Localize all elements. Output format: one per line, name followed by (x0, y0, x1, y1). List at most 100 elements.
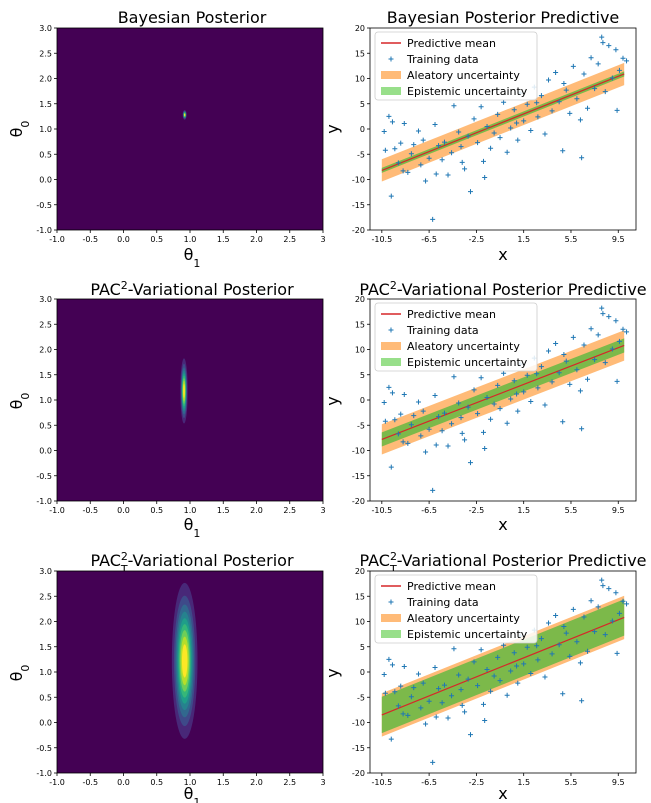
training-point (549, 108, 555, 114)
training-point (614, 378, 620, 384)
training-point (382, 418, 388, 424)
training-point (501, 370, 507, 376)
y-tick-label: 20 (355, 24, 365, 33)
training-point (561, 352, 567, 358)
training-point (535, 657, 541, 663)
x-tick-label: 1.0 (184, 506, 197, 515)
x-tick-label: 2.0 (250, 506, 263, 515)
training-point (613, 318, 619, 324)
y-tick-label: 15 (355, 49, 365, 58)
y-tick-label: -15 (352, 744, 365, 753)
training-point (436, 143, 442, 149)
panel-bayesian-posterior: Bayesian Posterior -1.0 -0.5 0.0 0.5 1.0 1.5 2… (7, 8, 326, 270)
axes-frame (56, 298, 324, 502)
training-point (560, 691, 566, 697)
training-point (570, 334, 576, 340)
training-point (471, 659, 477, 665)
training-point (514, 663, 520, 669)
training-point (465, 133, 471, 139)
y-tick-label: 1.0 (39, 396, 52, 405)
training-point (408, 694, 414, 700)
training-point (579, 155, 585, 161)
predictive-plot-area: -10.5 -6.5 -2.5 1.5 5.5 9.5 -20 -15 -10 -5 0 5 10 15 2… (352, 24, 637, 244)
training-point (451, 374, 457, 380)
training-point (411, 413, 417, 419)
x-tick-label: 1.5 (517, 778, 530, 787)
x-tick-label: 3 (320, 506, 325, 515)
y-axis-label: y (323, 668, 342, 677)
contour-plot-area: -1.0 -0.5 0.0 0.5 1.0 1.5 2.0 2.5 3 -1.0 -0.5 0.0 0.… (36, 567, 325, 787)
training-point (538, 636, 544, 642)
training-point (382, 690, 388, 696)
training-point (600, 40, 606, 46)
training-point (456, 129, 462, 135)
y-tick-label: 1.5 (39, 643, 52, 652)
training-point (585, 105, 591, 111)
y-tick-label: 0.5 (39, 421, 52, 430)
y-tick-label: 2.5 (39, 49, 52, 58)
axes-frame (56, 27, 324, 231)
training-point (400, 439, 406, 445)
training-point (595, 61, 601, 67)
training-point (423, 721, 429, 727)
y-tick-label: -0.5 (36, 744, 52, 753)
x-tick-label: 1.5 (517, 235, 530, 244)
training-point (386, 113, 392, 119)
axes-frame (369, 27, 637, 231)
contour-background (57, 299, 323, 501)
training-point (528, 671, 534, 677)
training-point (528, 399, 534, 405)
legend-swatch-training (388, 327, 394, 333)
y-axis-label: θ0 (7, 393, 32, 410)
y-tick-label: 10 (355, 618, 365, 627)
y-tick-label: 2.5 (39, 320, 52, 329)
training-point (497, 135, 503, 141)
training-point (386, 384, 392, 390)
training-point (430, 216, 436, 222)
y-tick-label: 0.0 (39, 447, 52, 456)
training-point (426, 698, 432, 704)
legend: Predictive mean Training data Aleatory unc… (374, 31, 538, 101)
training-point (439, 700, 445, 706)
x-tick-label: 0.5 (150, 778, 163, 787)
y-tick-label: 5 (360, 643, 365, 652)
axes-frame (369, 298, 637, 502)
x-tick-label: 0.0 (117, 506, 130, 515)
training-point (467, 460, 473, 466)
training-point (482, 174, 488, 180)
training-point (381, 129, 387, 135)
y-tick-label: -20 (352, 769, 365, 778)
training-point (459, 702, 465, 708)
training-point (392, 417, 398, 423)
training-point (441, 410, 447, 416)
y-tick-label: 15 (355, 320, 365, 329)
training-point (609, 75, 615, 81)
x-axis-label: x (498, 784, 507, 803)
training-point (488, 688, 494, 694)
x-tick-label: 5.5 (565, 778, 578, 787)
x-tick-label: 2.5 (283, 235, 296, 244)
x-tick-label: 0.5 (150, 506, 163, 515)
training-point (451, 103, 457, 109)
training-point (504, 692, 510, 698)
x-tick-label: -1.0 (49, 235, 65, 244)
training-point (534, 643, 540, 649)
training-point (488, 416, 494, 422)
y-axis-label: y (323, 396, 342, 405)
training-point (456, 400, 462, 406)
training-point (484, 123, 490, 129)
contour-level-9 (181, 644, 188, 678)
y-tick-label: 20 (355, 567, 365, 576)
x-tick-label: -6.5 (421, 778, 437, 787)
training-point (515, 408, 521, 414)
training-point (534, 371, 540, 377)
training-point (484, 666, 490, 672)
training-point (574, 96, 580, 102)
y-tick-label: -1.0 (36, 497, 52, 506)
training-point (515, 680, 521, 686)
y-tick-label: 20 (355, 295, 365, 304)
training-point (606, 43, 612, 49)
y-tick-label: 3.0 (39, 295, 52, 304)
training-point (613, 47, 619, 53)
y-tick-label: 1.5 (39, 371, 52, 380)
